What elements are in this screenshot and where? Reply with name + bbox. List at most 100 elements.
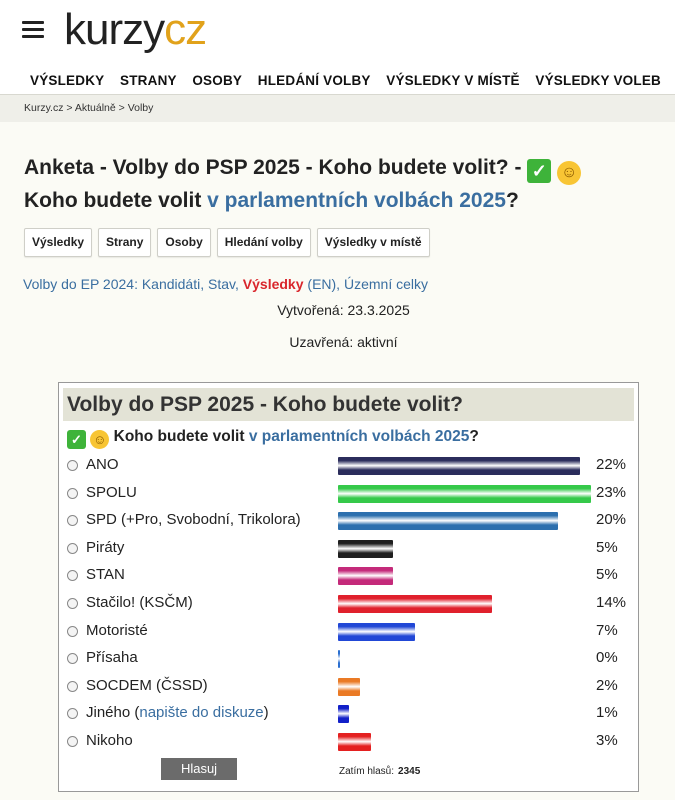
- option-percent: 3%: [596, 732, 618, 749]
- option-bar: [338, 733, 371, 751]
- check-mark-icon: ✓: [67, 430, 86, 449]
- poll-option: STAN 5%: [59, 563, 640, 589]
- option-label: STAN: [86, 566, 125, 584]
- option-radio[interactable]: [67, 460, 78, 471]
- kandidati-link[interactable]: Kandidáti: [141, 276, 201, 292]
- nav-strany[interactable]: STRANY: [120, 72, 177, 88]
- option-radio[interactable]: [67, 625, 78, 637]
- ep-links: Volby do EP 2024: Kandidáti, Stav, Výsle…: [23, 276, 428, 292]
- poll-option: SPOLU 23%: [59, 481, 640, 507]
- created-info: Vytvořená: 23.3.2025: [0, 302, 675, 318]
- nav-vysledky-voleb[interactable]: VÝSLEDKY VOLEB: [535, 72, 661, 88]
- option-percent: 0%: [596, 649, 618, 667]
- poll-option: SPD (+Pro, Svobodní, Trikolora) 20%: [59, 508, 640, 534]
- option-label: SPOLU: [86, 483, 137, 501]
- menu-icon[interactable]: [22, 21, 44, 39]
- stav-link[interactable]: Stav: [208, 276, 235, 292]
- option-radio[interactable]: [67, 598, 78, 609]
- main-nav: VÝSLEDKY STRANY OSOBY HLEDÁNÍ VOLBY VÝSL…: [0, 66, 675, 94]
- option-bar: [338, 484, 591, 503]
- title-line2-b: ?: [505, 189, 519, 212]
- option-label: Stačilo! (KSČM): [86, 594, 193, 611]
- option-bar: [338, 595, 492, 613]
- option-bar: [338, 567, 393, 586]
- uzemni-celky-link[interactable]: Územní celky: [343, 276, 428, 292]
- vysledky-v-miste-button[interactable]: Výsledky v místě: [316, 228, 430, 257]
- poll-box: Volby do PSP 2025 - Koho budete volit? ✓…: [58, 382, 639, 792]
- breadcrumb-text[interactable]: Kurzy.cz > Aktuálně > Volby: [24, 102, 154, 114]
- question-b: ?: [469, 428, 479, 445]
- option-bar: [338, 650, 340, 669]
- option-bar: [338, 539, 393, 558]
- poll-option: Přísaha 0%: [59, 646, 640, 672]
- poll-option: Nikoho 3%: [59, 729, 640, 755]
- option-radio[interactable]: [67, 653, 78, 665]
- strany-button[interactable]: Strany: [98, 228, 152, 257]
- question-link[interactable]: v parlamentních volbách 2025: [248, 428, 470, 445]
- option-percent: 20%: [596, 511, 627, 529]
- en-link[interactable]: EN: [312, 276, 332, 292]
- option-percent: 23%: [596, 483, 627, 501]
- option-radio[interactable]: [67, 515, 78, 527]
- created-label: Vytvořená:: [277, 302, 344, 318]
- poll-option: Stačilo! (KSČM) 14%: [59, 591, 640, 617]
- hledani-volby-button[interactable]: Hledání volby: [216, 228, 311, 257]
- option-radio[interactable]: [67, 487, 78, 499]
- nav-vysledky-v-miste[interactable]: VÝSLEDKY V MÍSTĚ: [386, 72, 520, 88]
- nav-osoby[interactable]: OSOBY: [192, 72, 243, 88]
- option-bar: [338, 512, 558, 531]
- title-line1: Anketa - Volby do PSP 2025 - Koho budete…: [24, 156, 522, 179]
- total-label: Zatím hlasů:: [339, 766, 395, 777]
- breadcrumb: Kurzy.cz > Aktuálně > Volby: [0, 94, 675, 122]
- vysledky-link[interactable]: Výsledky: [242, 276, 304, 292]
- poll-question: ✓ ☺ Koho budete volit v parlamentních vo…: [67, 428, 479, 449]
- option-percent: 7%: [596, 621, 618, 639]
- poll-option: Piráty 5%: [59, 536, 640, 562]
- option-label: Motoristé: [86, 621, 148, 639]
- closed-value: aktivní: [357, 334, 398, 350]
- option-percent: 5%: [596, 566, 618, 584]
- option-label: Nikoho: [86, 732, 133, 749]
- option-label: Přísaha: [86, 649, 138, 667]
- option-radio[interactable]: [67, 570, 78, 582]
- total-value: 2345: [398, 766, 421, 777]
- option-bar: [338, 677, 360, 696]
- option-radio[interactable]: [67, 736, 78, 747]
- poll-option: ANO 22%: [59, 453, 640, 479]
- poll-option: SOCDEM (ČSSD) 2%: [59, 674, 640, 700]
- option-radio[interactable]: [67, 542, 78, 554]
- smiley-icon: ☺: [557, 161, 582, 185]
- option-percent: 1%: [596, 704, 618, 722]
- created-value: 23.3.2025: [347, 302, 410, 318]
- option-bar: [338, 457, 580, 475]
- question-a: Koho budete volit: [113, 428, 249, 445]
- option-label: Piráty: [86, 538, 125, 556]
- site-logo[interactable]: kurzycz: [64, 5, 207, 54]
- nav-vysledky[interactable]: VÝSLEDKY: [30, 72, 105, 88]
- option-percent: 2%: [596, 676, 618, 694]
- vysledky-button[interactable]: Výsledky: [24, 228, 93, 257]
- vote-button[interactable]: Hlasuj: [161, 758, 237, 780]
- main-content: Anketa - Volby do PSP 2025 - Koho budete…: [0, 122, 675, 800]
- osoby-button[interactable]: Osoby: [157, 228, 211, 257]
- option-radio[interactable]: [67, 708, 78, 720]
- section-buttons: Výsledky Strany Osoby Hledání volby Výsl…: [24, 228, 430, 257]
- nav-hledani-volby[interactable]: HLEDÁNÍ VOLBY: [257, 72, 371, 88]
- option-percent: 22%: [596, 456, 627, 473]
- option-label: SPD (+Pro, Svobodní, Trikolora): [86, 511, 301, 529]
- title-line2-a: Koho budete volit: [24, 189, 208, 212]
- vote-total: Zatím hlasů: 2345: [339, 766, 420, 777]
- title-link[interactable]: v parlamentních volbách 2025: [207, 189, 506, 212]
- closed-label: Uzavřená:: [289, 334, 354, 350]
- option-bar: [338, 705, 349, 724]
- option-radio[interactable]: [67, 680, 78, 692]
- option-bar: [338, 622, 415, 641]
- closed-info: Uzavřená: aktivní: [0, 334, 675, 350]
- discussion-link[interactable]: napište do diskuze: [139, 704, 264, 722]
- option-label: ANO: [86, 456, 119, 473]
- option-label: SOCDEM (ČSSD): [86, 676, 208, 694]
- option-percent: 14%: [596, 594, 627, 611]
- ep-link[interactable]: Volby do EP 2024: [23, 276, 135, 292]
- poll-title: Volby do PSP 2025 - Koho budete volit?: [63, 388, 634, 421]
- check-mark-icon: ✓: [527, 159, 552, 183]
